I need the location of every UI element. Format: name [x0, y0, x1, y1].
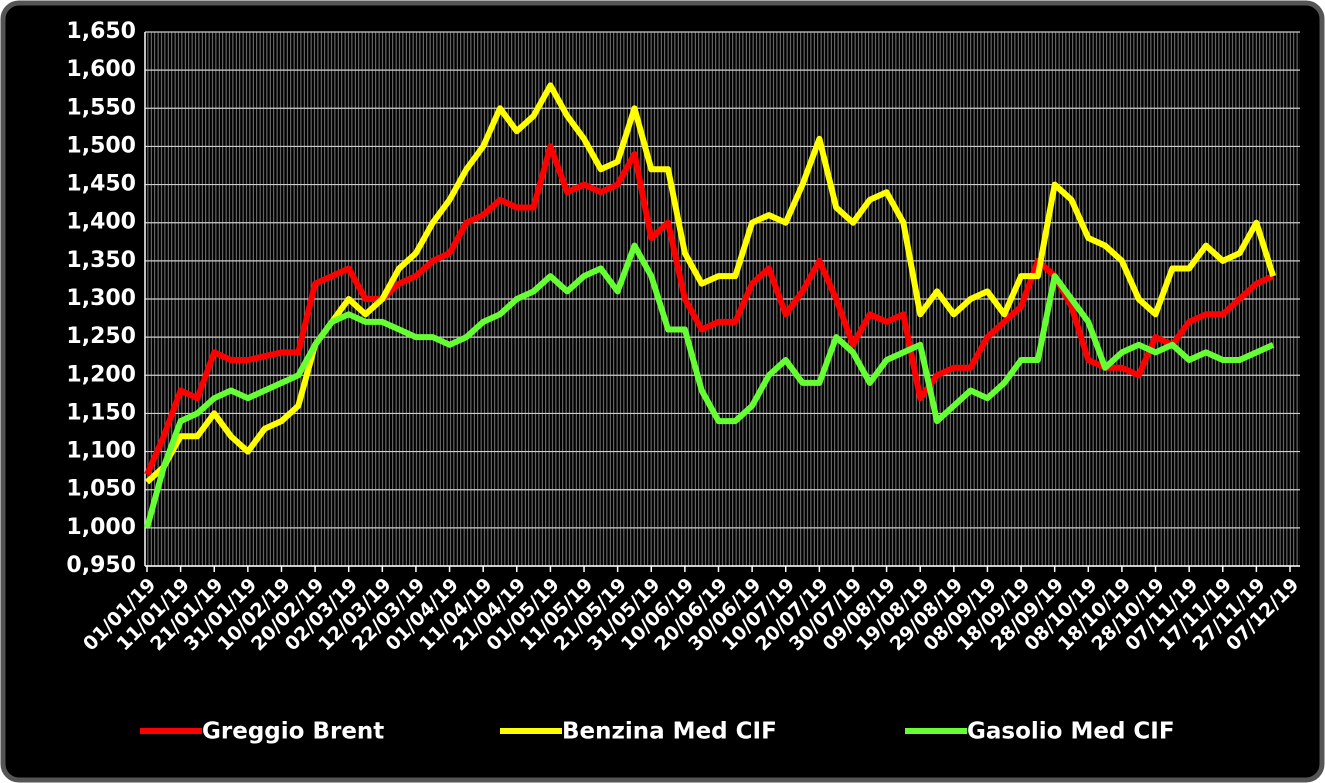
y-tick-label: 1,100: [66, 439, 136, 464]
legend-label: Greggio Brent: [202, 719, 384, 745]
y-tick-label: 1,450: [66, 172, 136, 197]
y-tick-label: 1,150: [66, 400, 136, 425]
y-tick-label: 1,600: [66, 57, 136, 82]
y-tick-label: 1,350: [66, 248, 136, 273]
y-tick-label: 1,550: [66, 95, 136, 120]
y-tick-label: 0,950: [66, 553, 136, 578]
legend-label: Gasolio Med CIF: [967, 719, 1175, 745]
y-tick-label: 1,500: [66, 133, 136, 158]
y-tick-label: 1,250: [66, 324, 136, 349]
series-line: [144, 242, 1275, 529]
y-tick-label: 1,200: [66, 362, 136, 387]
legend-label: Benzina Med CIF: [562, 719, 777, 745]
y-tick-label: 1,650: [66, 19, 136, 44]
series-line: [144, 143, 1275, 476]
y-tick-label: 1,050: [66, 477, 136, 502]
y-tick-label: 1,400: [66, 210, 136, 235]
y-tick-label: 1,000: [66, 515, 136, 540]
y-tick-label: 1,300: [66, 286, 136, 311]
